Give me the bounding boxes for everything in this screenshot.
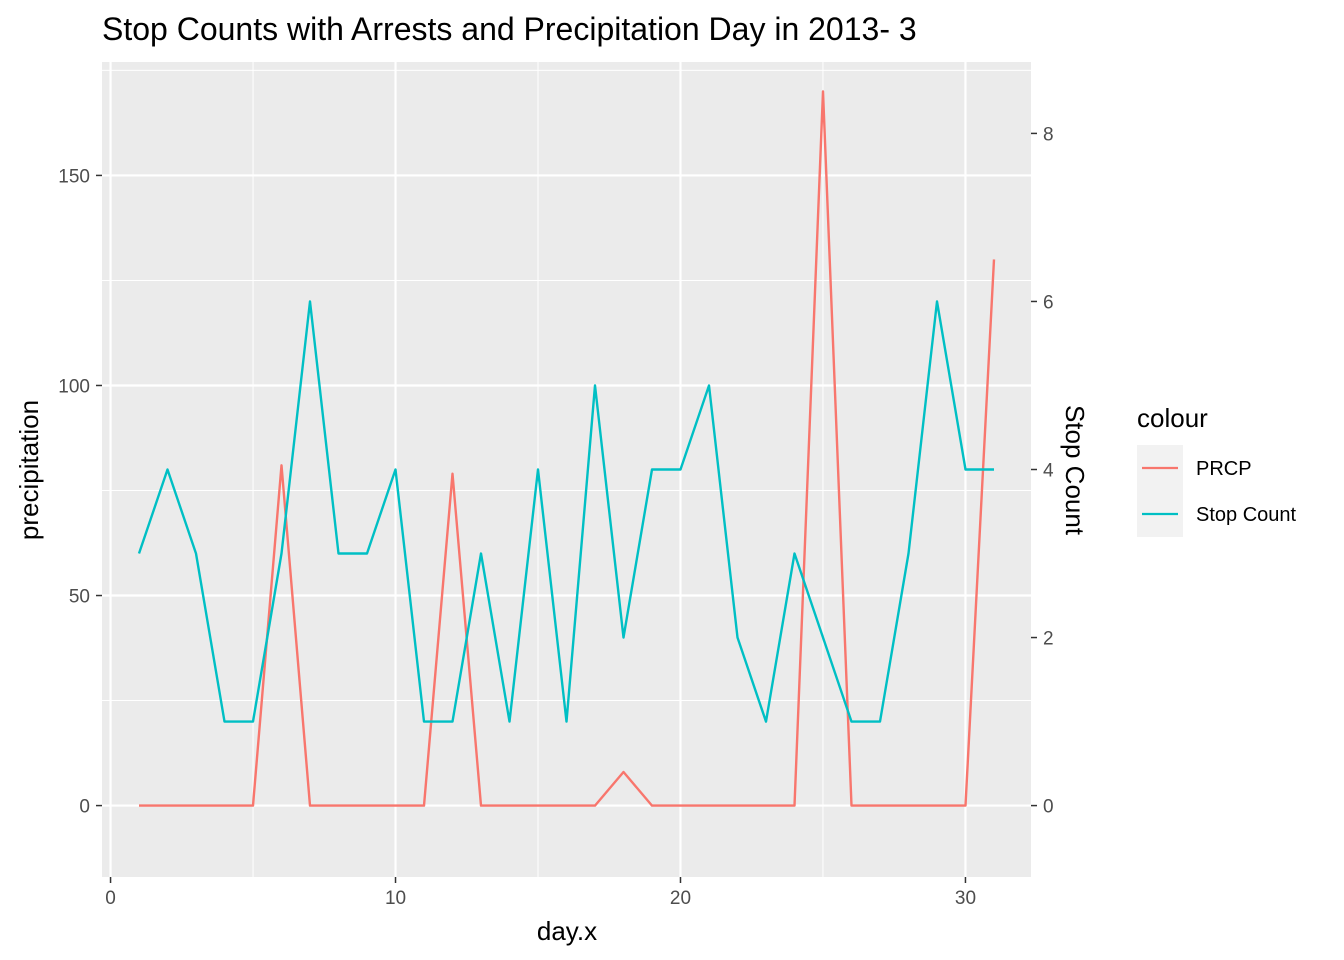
y-axis-title-right: Stop Count xyxy=(1060,405,1090,536)
y-tick-label-right: 6 xyxy=(1043,292,1054,313)
y-tick-label-right: 2 xyxy=(1043,629,1054,650)
chart-title: Stop Counts with Arrests and Precipitati… xyxy=(102,11,917,47)
panel-background xyxy=(102,62,1031,877)
x-tick-label: 30 xyxy=(955,888,976,909)
legend-title: colour xyxy=(1137,403,1208,433)
y-tick-label: 100 xyxy=(58,376,90,397)
y-tick-label-right: 0 xyxy=(1043,797,1054,818)
legend-label-stop-count: Stop Count xyxy=(1196,504,1297,526)
legend: colour PRCP Stop Count xyxy=(1137,403,1297,537)
x-tick-label: 20 xyxy=(670,888,691,909)
y-tick-label: 0 xyxy=(79,797,90,818)
y-tick-label-right: 8 xyxy=(1043,124,1054,145)
y-tick-label: 150 xyxy=(58,166,90,187)
series-line-prcp xyxy=(139,90,996,807)
y-tick-label-right: 4 xyxy=(1043,461,1054,482)
x-tick-label: 0 xyxy=(105,888,116,909)
x-tick-label: 10 xyxy=(385,888,406,909)
y-axis-title: precipitation xyxy=(14,400,44,540)
x-axis-title: day.x xyxy=(537,916,597,946)
legend-label-prcp: PRCP xyxy=(1196,458,1252,480)
series-line-stop-count xyxy=(137,300,994,723)
plot-panel xyxy=(102,62,1031,877)
y-tick-label: 50 xyxy=(69,587,90,608)
axes: 0 10 20 30 0 50 100 150 0 2 4 6 8 xyxy=(58,124,1054,909)
